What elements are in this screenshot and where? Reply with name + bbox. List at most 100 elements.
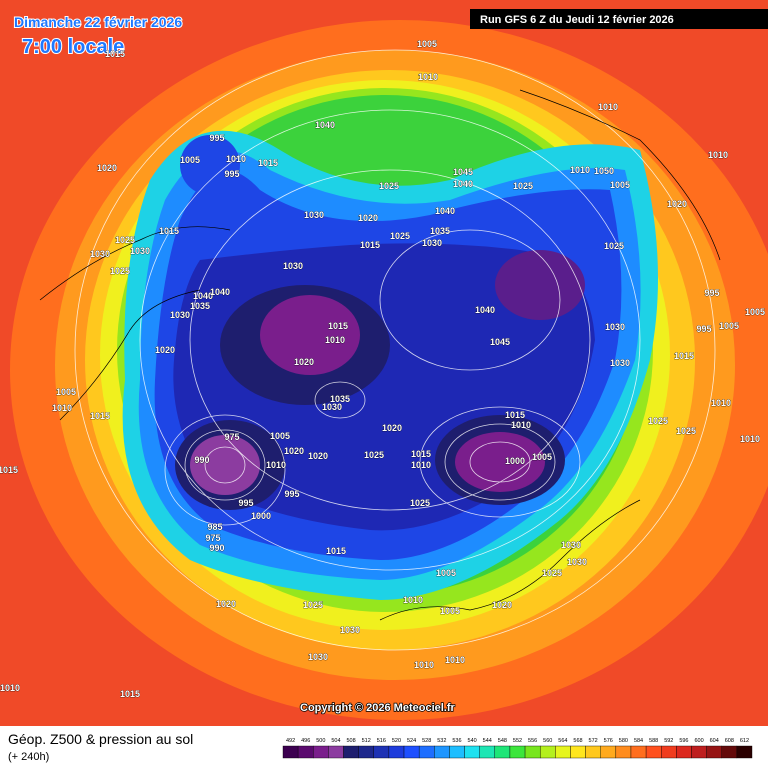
pressure-label: 1000 bbox=[505, 456, 525, 466]
low bbox=[190, 435, 260, 495]
pressure-label: 1010 bbox=[418, 72, 438, 82]
colorbar-swatch bbox=[539, 745, 556, 759]
colorbar-swatch bbox=[706, 745, 722, 759]
colorbar-label: 532 bbox=[437, 738, 446, 744]
run-bar bbox=[470, 9, 768, 29]
pressure-label: 1030 bbox=[304, 210, 324, 220]
low bbox=[495, 250, 585, 320]
pressure-label: 1030 bbox=[610, 358, 630, 368]
pressure-label: 1015 bbox=[0, 465, 18, 475]
pressure-label: 1010 bbox=[403, 595, 423, 605]
colorbar-swatch bbox=[555, 745, 571, 759]
pressure-label: 1030 bbox=[322, 402, 342, 412]
pressure-label: 1035 bbox=[330, 394, 350, 404]
pressure-label: 1020 bbox=[155, 345, 175, 355]
pressure-label: 1005 bbox=[610, 180, 630, 190]
colorbar-swatch bbox=[313, 745, 329, 759]
pressure-label: 995 bbox=[238, 498, 253, 508]
pressure-label: 1020 bbox=[667, 199, 687, 209]
colorbar-swatch bbox=[464, 745, 480, 759]
colorbar-label: 572 bbox=[589, 738, 598, 744]
pressure-label: 1025 bbox=[390, 231, 410, 241]
pressure-label: 1010 bbox=[325, 335, 345, 345]
pressure-label: 1010 bbox=[266, 460, 286, 470]
colorbar-swatch bbox=[358, 745, 374, 759]
colorbar-swatch bbox=[676, 745, 692, 759]
pressure-label: 1015 bbox=[120, 689, 140, 699]
colorbar-label: 556 bbox=[528, 738, 537, 744]
colorbar-label: 584 bbox=[634, 738, 643, 744]
pressure-label: 1025 bbox=[115, 235, 135, 245]
pressure-label: 1010 bbox=[411, 460, 431, 470]
colorbar-label: 504 bbox=[331, 738, 340, 744]
colorbar-swatch bbox=[721, 745, 738, 759]
colorbar-label: 560 bbox=[543, 738, 552, 744]
colorbar-label: 520 bbox=[392, 738, 401, 744]
pressure-label: 1030 bbox=[561, 540, 581, 550]
colorbar-label: 544 bbox=[483, 738, 492, 744]
colorbar-label: 492 bbox=[286, 738, 295, 744]
colorbar-swatch bbox=[328, 745, 344, 759]
pressure-labels: 1015 1005 1010 1040 995 1005 1010 1015 995 1020 10… bbox=[0, 39, 765, 700]
pressure-label: 1035 bbox=[430, 226, 450, 236]
pressure-label: 1015 bbox=[258, 158, 278, 168]
pressure-label: 1005 bbox=[532, 452, 552, 462]
pressure-label: 1025 bbox=[648, 416, 668, 426]
pressure-label: 1005 bbox=[270, 431, 290, 441]
coastlines bbox=[39, 89, 721, 621]
colorbar-swatch bbox=[373, 745, 390, 759]
colorbar-swatch bbox=[449, 745, 465, 759]
pressure-label: 1030 bbox=[422, 238, 442, 248]
pressure-label: 995 bbox=[224, 169, 239, 179]
pressure-label: 1005 bbox=[417, 39, 437, 49]
pressure-label: 985 bbox=[207, 522, 222, 532]
pressure-label: 1020 bbox=[284, 446, 304, 456]
run-info: Run GFS 6 Z du Jeudi 12 février 2026 bbox=[480, 14, 674, 26]
pressure-label: 1010 bbox=[570, 165, 590, 175]
colorbar-swatch bbox=[282, 745, 299, 759]
pressure-label: 1010 bbox=[511, 420, 531, 430]
pressure-label: 1025 bbox=[676, 426, 696, 436]
pressure-label: 1010 bbox=[52, 403, 72, 413]
pressure-label: 995 bbox=[284, 489, 299, 499]
pressure-label: 1015 bbox=[326, 546, 346, 556]
pressure-label: 995 bbox=[209, 133, 224, 143]
pressure-label: 975 bbox=[205, 533, 220, 543]
colorbar-swatch bbox=[479, 745, 496, 759]
colorbar-label: 580 bbox=[619, 738, 628, 744]
pressure-label: 1035 bbox=[190, 301, 210, 311]
pressure-label: 1025 bbox=[364, 450, 384, 460]
pressure-label: 1030 bbox=[283, 261, 303, 271]
pressure-label: 1010 bbox=[711, 398, 731, 408]
pressure-label: 1025 bbox=[303, 600, 323, 610]
pressure-label: 1040 bbox=[315, 120, 335, 130]
pressure-label: 1010 bbox=[445, 655, 465, 665]
colorbar-swatch bbox=[661, 745, 677, 759]
pressure-label: 1020 bbox=[492, 600, 512, 610]
pressure-label: 975 bbox=[224, 432, 239, 442]
pressure-label: 995 bbox=[696, 324, 711, 334]
colorbar-label: 608 bbox=[725, 738, 734, 744]
colorbar-swatch bbox=[585, 745, 601, 759]
pressure-label: 1045 bbox=[453, 167, 473, 177]
colorbar: 492 496 500 504 508 512 516 520 524 528 532 536 540 5… bbox=[282, 738, 753, 759]
colorbar-swatch bbox=[418, 745, 435, 759]
local-time: 7:00 locale bbox=[22, 36, 124, 58]
copyright: Copyright © 2026 Meteociel.fr bbox=[300, 702, 456, 714]
pressure-label: 1025 bbox=[110, 266, 130, 276]
isobars bbox=[74, 49, 716, 651]
colorbar-label: 548 bbox=[498, 738, 507, 744]
colorbar-label: 576 bbox=[604, 738, 613, 744]
colorbar-label: 496 bbox=[301, 738, 310, 744]
pressure-label: 1015 bbox=[105, 49, 125, 59]
pressure-label: 1015 bbox=[159, 226, 179, 236]
pressure-label: 1010 bbox=[598, 102, 618, 112]
colorbar-label: 596 bbox=[679, 738, 688, 744]
colorbar-label: 512 bbox=[362, 738, 371, 744]
colorbar-swatch bbox=[736, 745, 753, 759]
colorbar-label: 540 bbox=[468, 738, 477, 744]
colorbar-swatch bbox=[524, 745, 541, 759]
pressure-label: 995 bbox=[704, 288, 719, 298]
pressure-label: 1040 bbox=[475, 305, 495, 315]
